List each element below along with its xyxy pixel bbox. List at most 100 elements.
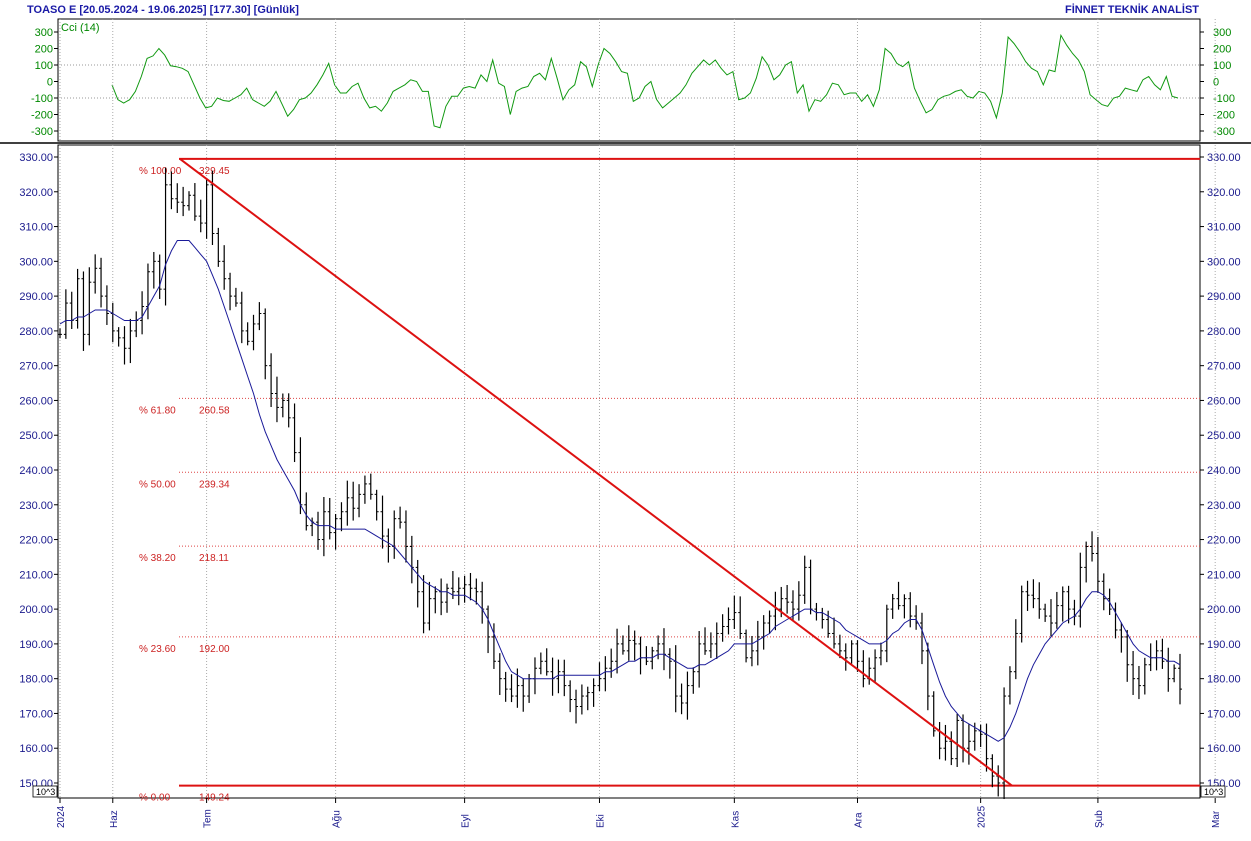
price-bar: [427, 581, 432, 631]
price-bar: [632, 630, 637, 661]
price-bar: [1013, 619, 1018, 680]
fib-value-label: 239.34: [199, 479, 230, 490]
price-tick-label-left: 290.00: [19, 291, 53, 303]
price-bar: [785, 585, 790, 614]
price-bar: [222, 245, 227, 290]
price-tick-label-left: 200.00: [19, 604, 53, 616]
price-tick-label-right: 300.00: [1207, 256, 1241, 268]
price-tick-label-left: 220.00: [19, 535, 53, 547]
fib-percent-label: % 50.00: [139, 479, 176, 490]
price-bar: [1025, 580, 1030, 611]
price-bar: [421, 575, 426, 634]
price-bar: [204, 178, 209, 239]
price-bar: [491, 623, 496, 669]
chart-title: TOASO E [20.05.2024 - 19.06.2025] [177.3…: [27, 4, 299, 16]
price-bar: [58, 328, 62, 339]
fib-value-label: 218.11: [199, 553, 229, 564]
price-bar: [591, 678, 596, 707]
price-bar: [450, 571, 455, 600]
price-bar: [919, 612, 924, 665]
price-bar: [321, 497, 326, 557]
price-bar: [1119, 622, 1124, 653]
price-bar: [1048, 599, 1053, 637]
price-bar: [955, 713, 960, 767]
price-bar: [1131, 651, 1136, 695]
fib-percent-label: % 23.60: [139, 644, 176, 655]
price-bar: [896, 581, 901, 610]
price-tick-label-left: 210.00: [19, 569, 53, 581]
price-bars: [58, 167, 1182, 800]
price-tick-label-left: 300.00: [19, 256, 53, 268]
price-bar: [931, 691, 936, 737]
price-bar: [544, 648, 549, 676]
price-bar: [192, 183, 197, 221]
price-bar: [1054, 591, 1059, 629]
price-bar: [468, 572, 473, 601]
price-tick-label-right: 330.00: [1207, 152, 1241, 164]
cci-axis: 300 300 200 200 100 100 0 0 -100 -100 -200 -200 -300…: [31, 27, 1235, 138]
price-bar: [1136, 665, 1141, 700]
cci-tick-label-left: 100: [35, 60, 53, 72]
cci-tick-label-right: -300: [1213, 126, 1235, 138]
price-bar: [837, 634, 842, 659]
fib-percent-label: % 38.20: [139, 553, 176, 564]
price-bar: [703, 627, 708, 655]
price-bar: [949, 731, 954, 766]
fib-percent-label: % 0.00: [139, 793, 171, 804]
price-bar: [486, 605, 491, 654]
price-bar: [966, 724, 971, 765]
time-label: Eki: [595, 814, 606, 828]
price-bar: [1095, 536, 1100, 593]
price-bar: [826, 610, 831, 638]
price-bar: [615, 628, 620, 674]
price-bar: [562, 659, 567, 697]
cci-tick-label-right: 300: [1213, 27, 1231, 39]
time-label: Kas: [730, 811, 741, 828]
trendline-segment: [179, 158, 1013, 787]
price-bar: [75, 268, 80, 329]
price-bar: [1031, 579, 1036, 609]
price-bar: [667, 648, 672, 679]
price-bar: [263, 308, 268, 380]
price-bar: [345, 480, 350, 526]
price-bar: [767, 610, 772, 634]
price-bar: [1084, 541, 1089, 583]
price-bar: [890, 593, 895, 619]
price-bar: [1019, 585, 1024, 643]
time-axis: 2024HazTemAğuEylEkiKasAra2025ŞubMarNisMa…: [56, 798, 1222, 828]
price-bar: [1060, 586, 1065, 622]
price-bar: [802, 555, 807, 604]
price-bar: [1066, 585, 1071, 624]
price-bar: [873, 649, 878, 683]
price-bar: [216, 227, 221, 267]
price-bar: [462, 575, 467, 603]
price-bar: [87, 267, 92, 346]
price-bar: [609, 648, 614, 678]
cci-tick-label-right: 100: [1213, 60, 1231, 72]
price-bar: [568, 680, 573, 713]
price-bar: [685, 671, 690, 720]
price-bar: [738, 596, 743, 639]
price-bar: [93, 254, 98, 294]
price-tick-label-left: 270.00: [19, 361, 53, 373]
price-bar: [474, 578, 479, 605]
time-label: Ağu: [332, 810, 343, 828]
price-bar: [327, 497, 332, 540]
price-bar: [1125, 629, 1130, 682]
price-bar: [574, 689, 579, 724]
price-bar: [187, 191, 192, 211]
time-label: Şub: [1094, 810, 1105, 828]
time-label: 2024: [56, 805, 67, 828]
price-bar: [198, 199, 203, 233]
price-bar: [849, 640, 854, 664]
cci-gridlines: [58, 64, 1200, 99]
price-bar: [556, 659, 561, 694]
price-bar: [433, 586, 438, 614]
time-label: Eyl: [461, 814, 472, 828]
price-bar: [151, 251, 156, 289]
price-bar: [445, 583, 450, 613]
cci-tick-label-right: -200: [1213, 110, 1235, 122]
price-tick-label-right: 200.00: [1207, 604, 1241, 616]
price-bar: [333, 513, 338, 550]
price-bar: [732, 595, 737, 629]
